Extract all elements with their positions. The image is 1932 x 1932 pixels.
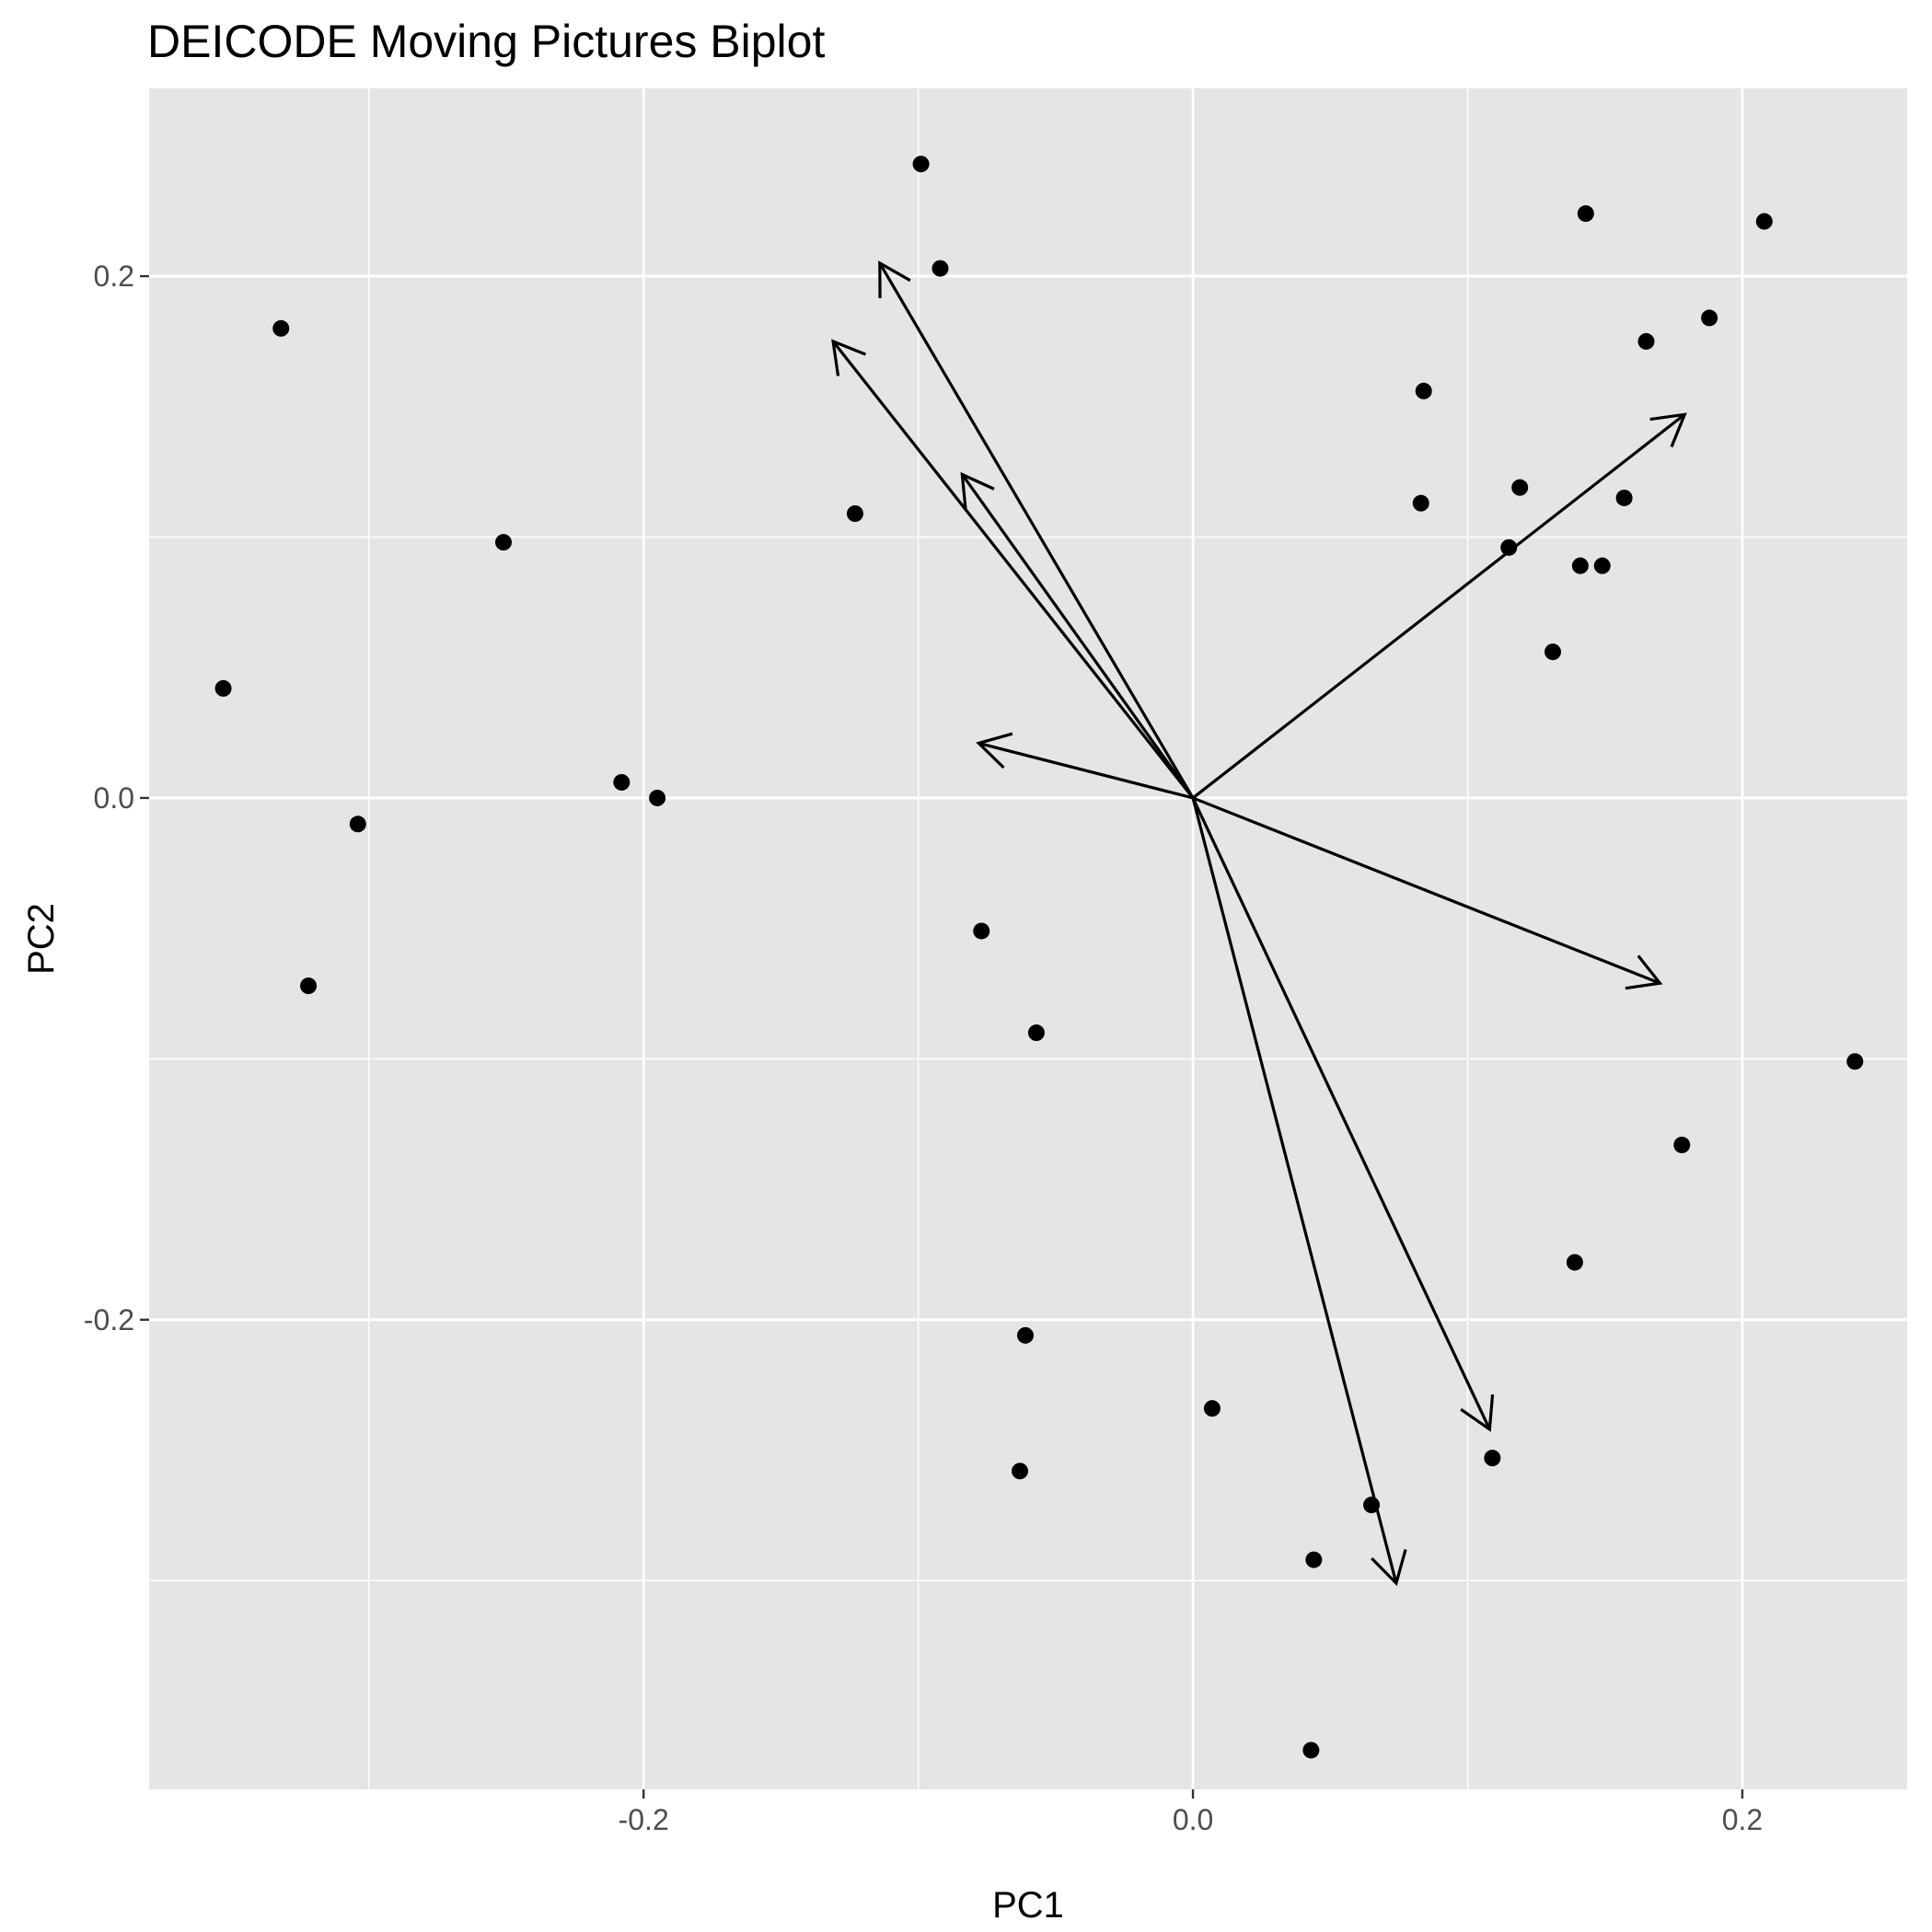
sample-point [1017, 1326, 1035, 1344]
sample-point [1012, 1463, 1029, 1480]
arrow-head [1649, 412, 1687, 448]
sample-point [1511, 479, 1529, 496]
arrow-shaft [831, 340, 1195, 799]
arrow-shaft [1191, 797, 1398, 1584]
grid-minor [149, 88, 1907, 1789]
sample-point [1577, 205, 1594, 223]
arrow-head [1625, 954, 1663, 990]
sample-point [272, 319, 290, 337]
arrow-shaft [978, 741, 1194, 800]
arrow-shaft [1192, 796, 1660, 985]
sample-point [1363, 1497, 1381, 1514]
arrow-head [878, 260, 911, 298]
sample-point [649, 789, 666, 806]
sample-point [1203, 1400, 1221, 1417]
loading-arrow [1191, 797, 1407, 1587]
loading-arrow [976, 732, 1194, 800]
sample-point [1846, 1053, 1864, 1070]
loading-arrow [960, 471, 1195, 799]
sample-point [1673, 1136, 1691, 1153]
chart-title: DEICODE Moving Pictures Biplot [147, 16, 825, 67]
plot-panel [149, 88, 1907, 1789]
x-axis-title: PC1 [992, 1885, 1064, 1926]
sample-point [1593, 557, 1611, 574]
arrow-head [976, 732, 1013, 769]
y-tick-label: -0.2 [84, 1303, 134, 1336]
sample-points [214, 156, 1864, 1759]
arrow-shaft [1192, 413, 1686, 800]
sample-point [1305, 1551, 1323, 1568]
sample-point [912, 156, 930, 173]
arrow-head [831, 339, 866, 376]
loading-arrow [831, 339, 1195, 799]
sample-point [1571, 557, 1589, 574]
x-tick-label: -0.2 [619, 1803, 669, 1836]
y-tick-label: 0.2 [94, 260, 134, 293]
sample-point [973, 922, 990, 940]
loading-arrow [1191, 797, 1495, 1432]
sample-point [349, 816, 366, 833]
loading-arrow [878, 260, 1195, 799]
sample-point [494, 534, 512, 551]
arrow-head [960, 471, 995, 510]
grid-major [149, 88, 1907, 1789]
sample-point [1415, 382, 1432, 399]
sample-point [1755, 213, 1773, 230]
sample-point [1412, 494, 1429, 512]
sample-point [1027, 1024, 1045, 1042]
sample-point [1566, 1254, 1583, 1271]
y-tick-label: 0.0 [94, 781, 134, 815]
sample-point [1484, 1450, 1501, 1467]
sample-point [1500, 538, 1518, 556]
y-axis-ticks: -0.2 0.0 0.2 [84, 260, 149, 1336]
sample-point [1302, 1741, 1320, 1759]
arrow-head [1460, 1394, 1495, 1432]
sample-point [1637, 332, 1655, 350]
arrow-shaft [1191, 797, 1491, 1430]
x-axis-ticks: -0.2 0.0 0.2 [619, 1789, 1763, 1836]
sample-point [214, 679, 232, 697]
sample-point [846, 505, 863, 522]
sample-point [1701, 309, 1718, 327]
x-tick-label: 0.0 [1173, 1803, 1213, 1836]
sample-point [1615, 489, 1633, 506]
x-tick-label: 0.2 [1722, 1803, 1763, 1836]
loading-arrow [1192, 412, 1687, 800]
arrow-shaft [878, 262, 1195, 799]
loading-arrows [831, 260, 1687, 1587]
arrow-head [1371, 1549, 1407, 1587]
sample-point [613, 773, 631, 791]
loading-arrow [1192, 796, 1663, 990]
sample-point [931, 260, 949, 277]
sample-point [1544, 643, 1562, 661]
arrow-shaft [961, 473, 1195, 799]
y-axis-title: PC2 [21, 903, 62, 975]
sample-point [300, 978, 318, 995]
